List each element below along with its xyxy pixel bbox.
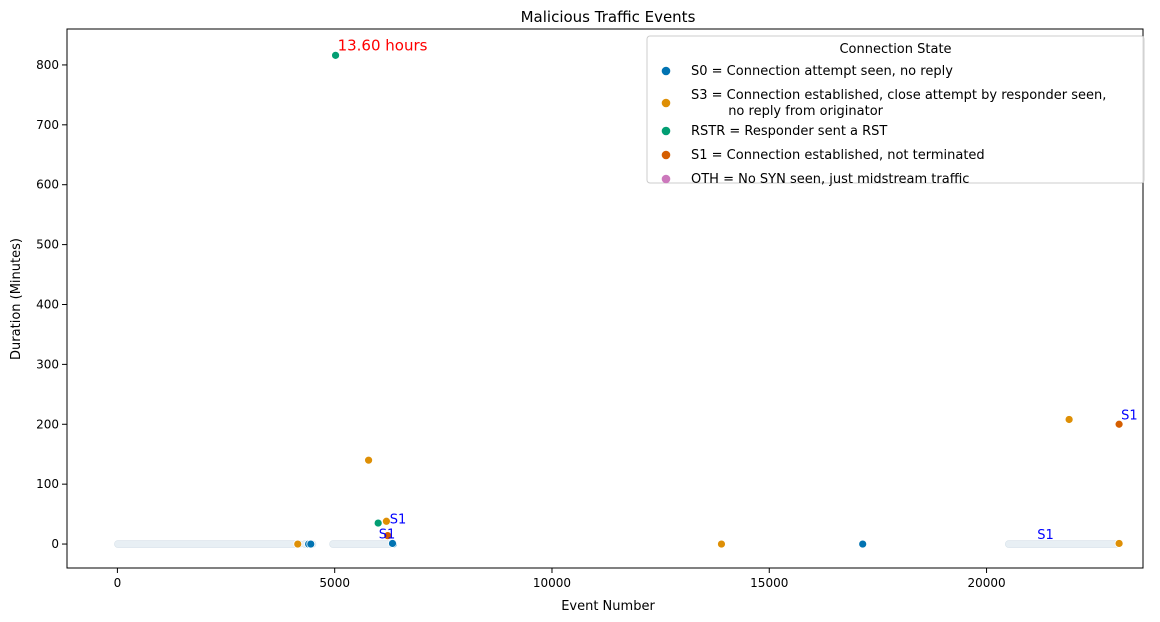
point-s3 [293,539,303,549]
legend-label-s0: S0 = Connection attempt seen, no reply [691,64,953,79]
point-s3 [717,539,726,549]
y-tick-label: 800 [36,58,59,72]
legend-label-rstr: RSTR = Responder sent a RST [691,124,887,139]
point-s0 [388,539,397,548]
legend-marker-oth [661,174,671,184]
legend-label-oth: OTH = No SYN seen, just midstream traffi… [691,172,969,187]
legend-title: Connection State [839,42,951,57]
y-tick-label: 0 [51,537,59,551]
point-s3 [1114,539,1124,548]
annotation-label: S1 [1037,528,1054,543]
point-s1 [383,531,393,541]
y-tick-label: 100 [36,477,59,491]
y-tick-label: 300 [36,357,59,371]
x-tick-label: 5000 [319,576,350,590]
axes-frame [66,28,1144,569]
legend-label-s1: S1 = Connection established, not termina… [691,148,985,163]
annotation-label: S1 [1121,408,1138,423]
point-s3 [1064,415,1074,424]
y-tick-label: 600 [36,178,59,192]
legend-marker-s1 [661,150,671,160]
point-s3 [382,516,391,526]
plot-area: 0 5000 10000 15000 20000 0 100 200 300 400 500 600 7… [36,28,1145,590]
annotation-label: S1 [390,513,407,528]
point-s1 [1114,419,1124,429]
point-s0 [858,539,868,549]
point-rstr [331,50,340,60]
y-tick-label: 700 [36,118,59,132]
legend-label-s3: no reply from originator [691,104,884,119]
point-s0 [306,539,316,549]
y-tick-label: 400 [36,297,59,311]
legend-label-s3: S3 = Connection established, close attem… [691,88,1106,103]
legend-marker-rstr [661,126,671,136]
dense-marker-band [114,540,304,548]
x-tick-label: 15000 [750,576,788,590]
x-axis-label: Event Number [561,599,655,614]
legend-box [646,35,1145,184]
x-tick-label: 20000 [967,576,1005,590]
y-tick-label: 500 [36,238,59,252]
chart-title: Malicious Traffic Events [521,8,696,26]
dense-marker-band [1004,540,1121,548]
point-s3 [364,455,373,465]
point-rstr [373,518,383,528]
y-axis-label: Duration (Minutes) [9,238,24,360]
legend-marker-s3 [661,98,671,108]
annotation-label: 13.60 hours [338,36,428,54]
legend-marker-s0 [661,66,671,76]
x-tick-label: 10000 [533,576,571,590]
y-tick-label: 200 [36,417,59,431]
x-tick-label: 0 [114,576,122,590]
annotation-label: S1 [379,528,396,543]
